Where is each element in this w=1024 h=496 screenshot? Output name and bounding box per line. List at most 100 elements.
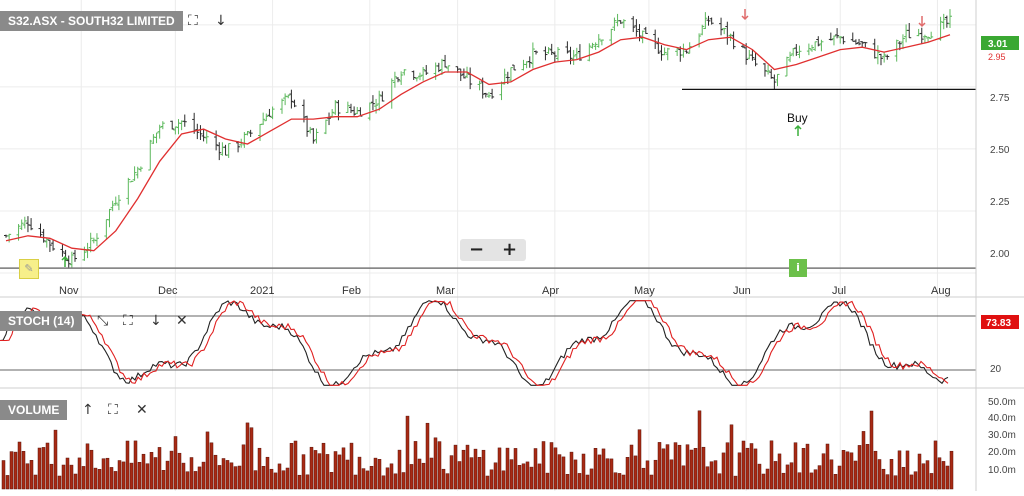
zoom-out-button[interactable]: − <box>468 239 485 260</box>
volume-bar <box>61 464 66 490</box>
moving-average-line <box>5 34 951 252</box>
volume-bar <box>685 444 690 490</box>
volume-bar <box>93 467 98 490</box>
volume-bar <box>401 472 406 490</box>
volume-bar <box>805 443 810 490</box>
volume-bar <box>865 444 870 490</box>
volume-panel-title[interactable]: VOLUME <box>0 400 68 420</box>
zoom-in-button[interactable]: + <box>501 239 518 260</box>
volume-bar <box>129 462 134 490</box>
volume-bar <box>673 442 678 490</box>
volume-bar <box>181 462 186 490</box>
volume-bar <box>609 458 614 490</box>
volume-bar <box>325 454 330 490</box>
move-icon[interactable]: ⤡ <box>97 313 109 329</box>
info-icon[interactable]: i <box>789 259 807 277</box>
x-tick-label: Dec <box>158 285 178 297</box>
volume-bar <box>245 422 250 490</box>
expand-icon[interactable]: ⛶ <box>108 402 118 418</box>
volume-bar <box>89 449 94 490</box>
volume-bar <box>277 463 282 490</box>
volume-bar <box>433 437 438 490</box>
volume-bar <box>409 464 414 490</box>
volume-bar <box>701 446 706 490</box>
volume-bar <box>469 457 474 490</box>
volume-bar <box>697 410 702 490</box>
arrow-head <box>741 15 749 21</box>
volume-bar <box>69 464 74 490</box>
volume-bar <box>209 442 214 490</box>
close-icon[interactable]: ✕ <box>176 313 188 329</box>
volume-bar <box>65 457 70 490</box>
close-icon[interactable]: ✕ <box>136 402 148 418</box>
volume-bar <box>509 459 514 490</box>
volume-bar <box>753 448 758 490</box>
volume-bar <box>481 449 486 490</box>
volume-bar <box>233 466 238 490</box>
volume-bar <box>729 424 734 490</box>
volume-bar <box>677 444 682 490</box>
stoch-d-line <box>0 300 949 386</box>
volume-bar <box>1 460 6 490</box>
arrow-head <box>61 255 69 261</box>
volume-bar <box>929 473 934 490</box>
volume-bar <box>813 469 818 490</box>
volume-bar <box>437 441 442 490</box>
volume-bar <box>57 475 62 490</box>
grid <box>0 0 976 491</box>
stoch-panel-title[interactable]: STOCH (14) <box>0 311 83 331</box>
volume-bar <box>881 468 886 490</box>
volume-bar <box>121 461 126 490</box>
volume-bar <box>261 466 266 490</box>
volume-bar <box>385 467 390 490</box>
volume-bar <box>177 452 182 490</box>
volume-bar <box>185 471 190 490</box>
arrow-up-icon[interactable]: ↑ <box>82 402 94 418</box>
volume-bar <box>377 459 382 490</box>
arrow-down-icon[interactable]: ↓ <box>215 13 227 29</box>
volume-bar <box>785 464 790 490</box>
volume-bar <box>589 468 594 490</box>
volume-bar <box>157 447 162 490</box>
volume-bar <box>49 463 54 490</box>
volume-bar <box>605 458 610 490</box>
volume-bar <box>25 463 30 490</box>
arrow-down-icon[interactable]: ↓ <box>150 313 162 329</box>
pencil-icon[interactable]: ✎ <box>19 259 39 279</box>
x-tick-label: May <box>634 285 655 297</box>
volume-bar <box>109 467 114 490</box>
volume-bar <box>569 451 574 490</box>
price-panel-title[interactable]: S32.ASX - SOUTH32 LIMITED <box>0 11 183 31</box>
volume-bar <box>769 440 774 490</box>
volume-bar <box>249 427 254 490</box>
volume-bar <box>801 448 806 490</box>
volume-bar <box>365 470 370 490</box>
volume-bar <box>313 450 318 490</box>
volume-bar <box>221 458 226 490</box>
x-tick-label: 2021 <box>250 285 274 297</box>
volume-bar <box>857 445 862 490</box>
volume-bar <box>761 473 766 490</box>
expand-icon[interactable]: ⛶ <box>188 13 198 29</box>
volume-bar <box>713 460 718 490</box>
volume-bar <box>869 410 874 490</box>
x-tick-label: Apr <box>542 285 559 297</box>
volume-bar <box>821 453 826 490</box>
x-tick-label: Jul <box>832 285 846 297</box>
sell-signal-arrow <box>741 9 749 21</box>
volume-bar <box>849 452 854 490</box>
volume-bar <box>477 457 482 490</box>
volume-bar <box>809 472 814 490</box>
volume-bar <box>353 474 358 490</box>
buy-signal-arrow <box>61 255 69 267</box>
volume-bar <box>381 475 386 490</box>
volume-bar <box>289 443 294 490</box>
volume-bar <box>945 465 950 490</box>
expand-icon[interactable]: ⛶ <box>123 313 133 329</box>
volume-bar <box>893 475 898 490</box>
volume-bar <box>681 465 686 490</box>
volume-bar <box>309 446 314 490</box>
volume-bar <box>593 448 598 490</box>
